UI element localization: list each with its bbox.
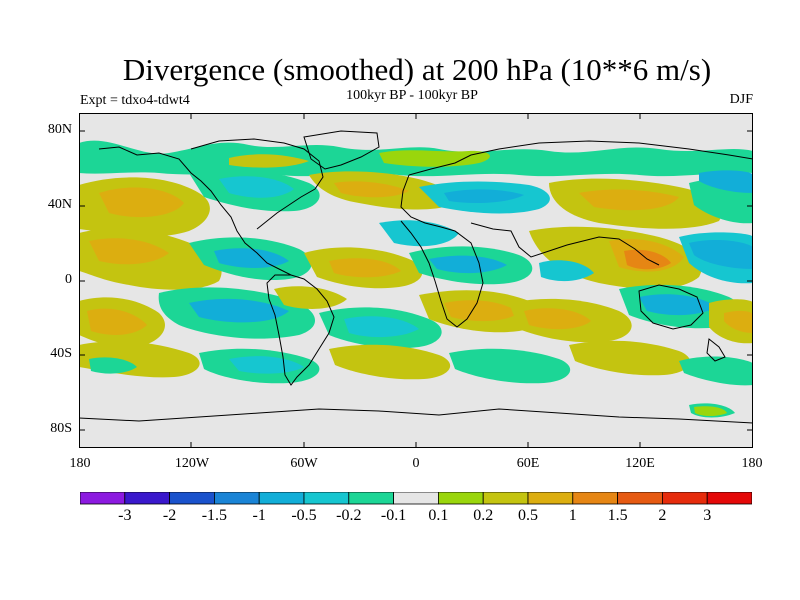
colorbar-label: 0.2 <box>473 507 494 524</box>
colorbar-label: -0.1 <box>380 507 407 524</box>
colorbar-label: -0.5 <box>291 507 317 524</box>
lon-label-0: 0 <box>412 456 420 471</box>
lat-label-80s: 80S <box>50 421 72 436</box>
colorbar-box <box>527 492 574 505</box>
colorbar-box <box>124 492 170 505</box>
colorbar-label: 0.5 <box>518 507 538 524</box>
lon-label-60e: 60E <box>516 456 540 471</box>
colorbar-label: -1.5 <box>201 507 228 524</box>
lat-label-40s: 40S <box>50 346 72 361</box>
contour-arctic <box>79 140 753 177</box>
colorbar-label: -2 <box>162 507 177 524</box>
experiment-label: Expt = tdxo4-tdwt4 <box>80 93 190 108</box>
lat-label-40n: 40N <box>47 197 72 212</box>
colorbar-box <box>80 492 126 505</box>
lon-label-60w: 60W <box>290 456 318 471</box>
colorbar-box <box>482 492 529 505</box>
lon-label-180-west: 180 <box>69 456 91 471</box>
lat-label-80n: 80N <box>47 122 72 137</box>
colorbar-box <box>572 492 618 505</box>
colorbar-box <box>617 492 663 505</box>
colorbar-label: 3 <box>703 507 712 524</box>
colorbar-box <box>662 492 708 505</box>
colorbar <box>80 492 752 505</box>
period-subtitle: 100kyr BP - 100kyr BP <box>346 88 478 103</box>
colorbar-box <box>393 492 439 505</box>
colorbar-box <box>169 492 215 505</box>
lon-ticks <box>190 113 641 448</box>
lon-label-120e: 120E <box>625 456 655 471</box>
colorbar-label: -0.2 <box>336 507 362 524</box>
divergence-map <box>79 113 753 448</box>
contour-north-bands <box>79 169 753 237</box>
colorbar-box <box>348 492 394 505</box>
colorbar-label: -3 <box>118 507 132 524</box>
contour-southern-ocean <box>79 340 753 418</box>
lon-label-120w: 120W <box>174 456 210 471</box>
colorbar-box <box>706 492 752 505</box>
colorbar-box <box>437 492 484 505</box>
lat-ticks <box>79 130 753 431</box>
coastlines <box>79 130 753 424</box>
colorbar-label: -1 <box>252 507 266 524</box>
map-title: Divergence (smoothed) at 200 hPa (10**6 … <box>122 52 712 87</box>
colorbar-box <box>258 492 305 505</box>
colorbar-label: 2 <box>658 507 667 524</box>
lon-label-180-east: 180 <box>741 456 763 471</box>
colorbar-label: 1.5 <box>607 507 628 524</box>
colorbar-box <box>213 492 260 505</box>
lat-label-0: 0 <box>65 272 72 287</box>
colorbar-label: 0.1 <box>428 507 449 524</box>
season-label: DJF <box>729 92 753 107</box>
colorbar-box <box>303 492 350 505</box>
colorbar-label: 1 <box>568 507 577 524</box>
